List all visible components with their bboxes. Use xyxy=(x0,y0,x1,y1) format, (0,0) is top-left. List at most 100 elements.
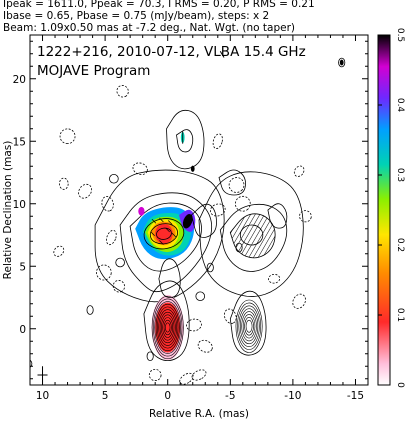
negative-contour xyxy=(186,318,202,332)
pol-black xyxy=(182,214,193,229)
right-core-contour xyxy=(245,319,253,333)
core-contour xyxy=(155,303,180,352)
core-contour xyxy=(161,314,175,341)
colorbar-tick-label: 0.1 xyxy=(395,308,405,322)
negative-contour xyxy=(132,162,148,176)
chart-title: 1222+216, 2010-07-12, VLBA 15.4 GHz xyxy=(37,44,306,60)
positive-noise-contour xyxy=(109,173,119,184)
core-contour xyxy=(154,301,181,354)
negative-contour xyxy=(223,308,237,324)
negative-contour xyxy=(210,203,226,217)
y-tick-label: 15 xyxy=(13,136,26,148)
negative-contour xyxy=(59,128,76,145)
negative-contour xyxy=(101,196,114,212)
chart-subtitle: MOJAVE Program xyxy=(37,63,150,79)
right-contour-inner xyxy=(239,224,264,246)
colorbar xyxy=(377,34,391,386)
right-core-contour xyxy=(241,311,257,342)
negative-contour xyxy=(228,177,245,193)
negative-contour xyxy=(96,264,112,281)
left-contour-diffuse xyxy=(94,169,225,303)
plot-area xyxy=(30,50,346,385)
evpa-tick xyxy=(167,220,173,225)
colorbar-tick-label: 0.2 xyxy=(395,238,405,252)
pol-red xyxy=(155,223,173,244)
negative-contour xyxy=(148,368,162,382)
negative-contour xyxy=(293,165,305,177)
right-core-contour xyxy=(244,317,254,336)
negative-contour xyxy=(197,339,213,353)
core-contour xyxy=(151,295,184,360)
right-contour-hatched xyxy=(229,213,276,259)
plot-frame xyxy=(29,34,369,386)
negative-contour xyxy=(179,372,194,385)
header-line-3: Beam: 1.09x0.50 mas at -7.2 deg., Nat. W… xyxy=(3,22,296,34)
y-tick-label: 20 xyxy=(13,74,26,86)
left-contour-2 xyxy=(129,202,202,272)
left-contour-east-knot xyxy=(191,203,217,238)
right-core-contour xyxy=(239,308,259,345)
y-tick-label: 10 xyxy=(13,199,26,211)
core-contour xyxy=(153,298,183,357)
knot-pol-dot xyxy=(190,165,195,172)
evpa-tick xyxy=(150,231,155,236)
evpa-tick xyxy=(165,227,170,233)
right-core-contour xyxy=(242,314,256,339)
negative-contour xyxy=(234,195,251,212)
x-axis-label: Relative R.A. (mas) xyxy=(149,408,249,420)
evpa-tick xyxy=(171,232,177,238)
axis-ticks: 10 5 0 -5 -10 -15 0 5 10 15 20 xyxy=(13,35,369,402)
negative-contour xyxy=(59,177,69,190)
negative-contour xyxy=(112,280,125,293)
noise-dot xyxy=(339,59,344,66)
negative-contour xyxy=(191,369,207,381)
core-contour xyxy=(157,306,179,349)
negative-contour xyxy=(268,273,281,284)
positive-noise-contour xyxy=(206,262,214,273)
y-axis-label: Relative Declination (mas) xyxy=(2,141,14,280)
negative-contour xyxy=(53,245,65,257)
negative-contour xyxy=(78,183,92,199)
colorbar-tick-label: 0.4 xyxy=(395,98,405,113)
right-contour-outer xyxy=(198,171,304,297)
core-contour xyxy=(163,319,172,336)
right-contour-north xyxy=(218,169,246,196)
header-line-1: Ipeak = 1611.0, Ppeak = 70.3, I RMS = 0.… xyxy=(3,0,315,10)
positive-noise-contour xyxy=(86,305,94,315)
y-tick-label: 5 xyxy=(19,261,26,273)
core-contour xyxy=(165,322,171,333)
positive-noise-contour xyxy=(195,291,206,302)
core-contour-outer xyxy=(143,280,190,362)
x-tick-label: 5 xyxy=(102,390,109,402)
negative-contour xyxy=(116,85,129,98)
positive-noise-contour xyxy=(338,57,346,68)
core-contour xyxy=(162,317,174,338)
right-core-contour xyxy=(237,302,262,350)
x-tick-label: -15 xyxy=(347,390,364,402)
negative-contour xyxy=(106,229,117,246)
colorbar-ticks: 0 0.1 0.2 0.3 0.4 0.5 xyxy=(378,28,405,388)
negative-contour xyxy=(212,133,223,149)
negative-contour xyxy=(299,210,312,223)
x-tick-label: -10 xyxy=(284,390,301,402)
positive-noise-contour xyxy=(146,351,154,362)
evpa-tick xyxy=(159,217,164,223)
positive-noise-contour xyxy=(115,257,125,268)
bridge-contour xyxy=(158,258,181,298)
left-contour-4 xyxy=(149,223,179,245)
right-contour-2 xyxy=(219,203,288,272)
left-contour-outer xyxy=(119,192,213,293)
noise-tick xyxy=(219,50,225,58)
x-tick-label: 0 xyxy=(164,390,171,402)
colorbar-tick-label: 0 xyxy=(395,382,405,388)
left-contour-3 xyxy=(143,218,185,250)
positive-noise-contour xyxy=(30,359,33,368)
x-tick-label: 10 xyxy=(36,390,49,402)
evpa-tick xyxy=(159,240,164,245)
right-core-contour xyxy=(238,305,260,348)
right-contour-west-knot xyxy=(267,203,288,229)
colorbar-tick-label: 0.5 xyxy=(395,28,405,42)
knot-contour-outer xyxy=(166,109,205,170)
core-contour xyxy=(159,311,176,344)
evpa-tick xyxy=(151,219,157,224)
